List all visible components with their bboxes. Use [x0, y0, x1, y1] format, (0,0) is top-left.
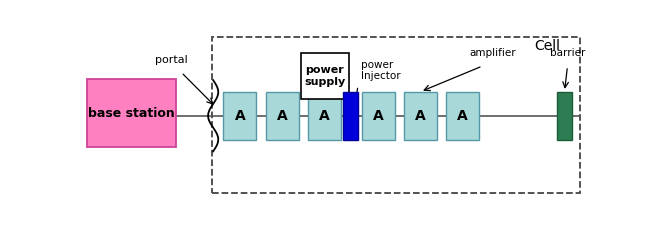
FancyBboxPatch shape	[343, 92, 358, 140]
Text: barrier: barrier	[550, 48, 585, 58]
FancyBboxPatch shape	[308, 92, 340, 140]
Text: portal: portal	[155, 55, 188, 65]
FancyBboxPatch shape	[300, 53, 349, 99]
FancyBboxPatch shape	[87, 79, 176, 147]
Text: A: A	[319, 109, 329, 123]
Text: A: A	[277, 109, 287, 123]
Text: base station: base station	[88, 106, 175, 120]
FancyBboxPatch shape	[223, 92, 256, 140]
Text: power
supply: power supply	[304, 65, 346, 87]
Text: Cell: Cell	[534, 39, 560, 52]
FancyBboxPatch shape	[446, 92, 479, 140]
FancyBboxPatch shape	[361, 92, 395, 140]
Text: A: A	[234, 109, 245, 123]
Text: A: A	[373, 109, 384, 123]
Text: amplifier: amplifier	[470, 48, 516, 58]
Text: power
Injector: power Injector	[361, 60, 400, 81]
Text: A: A	[457, 109, 468, 123]
FancyBboxPatch shape	[404, 92, 437, 140]
FancyBboxPatch shape	[266, 92, 298, 140]
FancyBboxPatch shape	[557, 92, 572, 140]
Text: A: A	[415, 109, 426, 123]
